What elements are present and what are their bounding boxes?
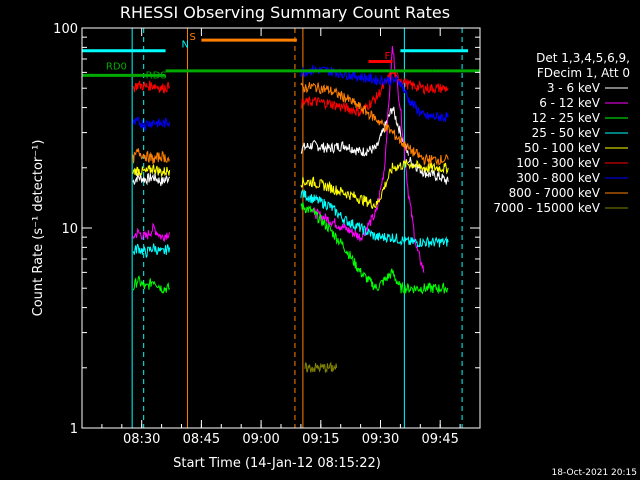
series-line-6-seg-0 [132, 116, 171, 132]
legend-label-7: 800 - 7000 keV [509, 186, 601, 200]
axes: 08:30 08:45 09:00 09:15 09:30 09:45 1 10 100 [53, 22, 481, 447]
footer-timestamp: 18-Oct-2021 20:15 [552, 468, 637, 478]
legend-label-1: 6 - 12 keV [539, 96, 601, 110]
chart-title: RHESSI Observing Summary Count Rates [120, 3, 450, 22]
x-tick-label-5: 09:45 [421, 432, 458, 447]
legend-label-6: 300 - 800 keV [516, 171, 600, 185]
annotation-rds: RDS [146, 70, 167, 81]
series-line-7-seg-0 [132, 148, 171, 164]
annotation-f: F [384, 51, 390, 62]
annotation-n: N [182, 39, 189, 50]
series-line-2-seg-0 [132, 275, 171, 294]
series-line-4-seg-1 [300, 159, 449, 210]
legend: Det 1,3,4,5,6,9,FDecim 1, Att 03 - 6 keV… [493, 51, 630, 215]
series-line-5-seg-1 [300, 69, 449, 117]
legend-label-0: 3 - 6 keV [547, 81, 601, 95]
legend-header-0: Det 1,3,4,5,6,9, [536, 51, 630, 65]
y-tick-label-0: 1 [70, 422, 78, 437]
series-line-3-seg-1 [300, 189, 449, 248]
x-axis-label: Start Time (14-Jan-12 08:15:22) [173, 456, 381, 471]
series-line-3-seg-0 [132, 243, 171, 259]
series-line-4-seg-0 [132, 164, 171, 178]
x-tick-label-4: 09:30 [362, 432, 399, 447]
legend-header-1: FDecim 1, Att 0 [537, 66, 630, 80]
y-tick-label-1: 10 [61, 222, 78, 237]
series-line-0-seg-0 [132, 172, 171, 187]
y-tick-label-2: 100 [53, 22, 78, 37]
series-line-2-seg-1 [300, 202, 449, 296]
series-line-0-seg-1 [300, 106, 409, 157]
legend-label-4: 50 - 100 keV [524, 141, 601, 155]
x-tick-label-1: 08:45 [183, 432, 220, 447]
series-line-5-seg-0 [132, 80, 171, 94]
series-line-7-seg-1 [300, 82, 449, 166]
annotation-s: S [189, 32, 195, 43]
series-line-0-seg-2 [407, 157, 449, 185]
series-line-6-seg-1 [300, 64, 449, 123]
series-line-1-seg-0 [132, 222, 171, 243]
legend-label-5: 100 - 300 keV [516, 156, 600, 170]
y-axis-label: Count Rate (s⁻¹ detector⁻¹) [31, 140, 46, 317]
x-tick-label-3: 09:15 [302, 432, 339, 447]
x-tick-label-0: 08:30 [123, 432, 160, 447]
legend-label-3: 25 - 50 keV [532, 126, 601, 140]
plot-area: RD0 RDS SN F [82, 28, 480, 428]
legend-label-8: 7000 - 15000 keV [493, 201, 600, 215]
x-tick-label-2: 09:00 [242, 432, 279, 447]
legend-label-2: 12 - 25 keV [532, 111, 601, 125]
series-line-8-seg-0 [304, 361, 338, 373]
annotation-rd0: RD0 [106, 62, 127, 73]
